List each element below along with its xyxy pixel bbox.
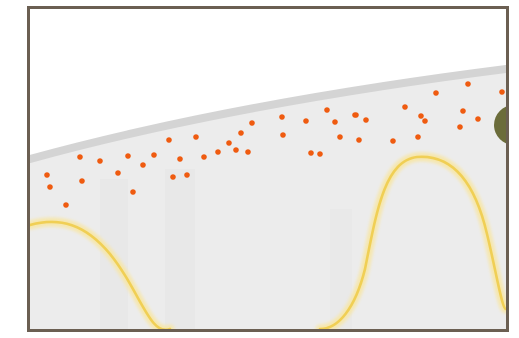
particle-dot [353, 112, 359, 118]
olive-anchor-orb[interactable] [494, 105, 506, 145]
particle-dot [324, 107, 330, 113]
surface-rim [30, 65, 506, 163]
particle-dot [465, 81, 471, 87]
particle-dot [115, 170, 121, 176]
particle-dot [415, 134, 421, 140]
particle-dot [433, 90, 439, 96]
left-strand-line [30, 220, 172, 329]
particle-dot [317, 151, 323, 157]
curved-surface [30, 69, 506, 329]
particle-dot [363, 117, 369, 123]
particle-dot [63, 202, 69, 208]
particle-dot [249, 120, 255, 126]
particle-dot [245, 149, 251, 155]
surface-layer [30, 65, 506, 329]
particle-dot [418, 113, 424, 119]
particle-dot [166, 137, 172, 143]
particle-dot [130, 189, 136, 195]
particle-dot [303, 118, 309, 124]
particle-dot [47, 184, 53, 190]
particle-layer [44, 81, 505, 208]
left-strand [30, 217, 175, 329]
particle-dot [390, 138, 396, 144]
particle-dot [499, 89, 505, 95]
particle-dot [44, 172, 50, 178]
particle-dot [233, 147, 239, 153]
strand-layer [30, 152, 506, 329]
particle-dot [460, 108, 466, 114]
column-shadow [165, 169, 195, 329]
particle-dot [457, 124, 463, 130]
particle-dot [215, 149, 221, 155]
particle-dot [151, 152, 157, 158]
right-strand-line [318, 155, 506, 329]
particle-dot [308, 150, 314, 156]
particle-dot [279, 114, 285, 120]
particle-dot [193, 134, 199, 140]
particle-dot [201, 154, 207, 160]
particle-dot [125, 153, 131, 159]
particle-dot [280, 132, 286, 138]
game-scene[interactable] [30, 9, 506, 329]
particle-dot [77, 154, 83, 160]
game-viewport[interactable] [27, 6, 509, 332]
particle-dot [170, 174, 176, 180]
column-shadow [330, 209, 352, 329]
particle-dot [332, 119, 338, 125]
particle-dot [140, 162, 146, 168]
particle-dot [184, 172, 190, 178]
particle-dot [402, 104, 408, 110]
particle-dot [356, 137, 362, 143]
particle-dot [226, 140, 232, 146]
anchor-layer [494, 105, 506, 145]
right-strand [315, 152, 506, 329]
particle-dot [238, 130, 244, 136]
particle-dot [475, 116, 481, 122]
particle-dot [177, 156, 183, 162]
particle-dot [79, 178, 85, 184]
particle-dot [337, 134, 343, 140]
particle-dot [97, 158, 103, 164]
particle-dot [422, 118, 428, 124]
